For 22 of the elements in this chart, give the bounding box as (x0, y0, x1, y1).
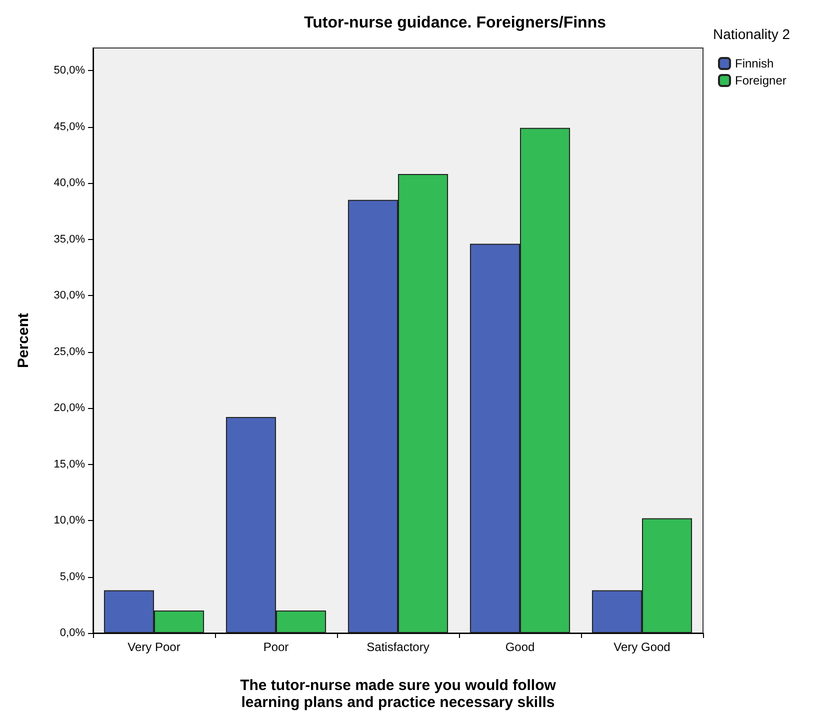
y-tick-label: 0,0% (60, 627, 86, 639)
x-tick-label: Poor (263, 640, 289, 654)
legend-label: Foreigner (735, 74, 786, 88)
y-tick-label: 30,0% (54, 290, 86, 302)
x-tick-label: Good (505, 640, 535, 654)
y-tick-label: 10,0% (54, 514, 86, 526)
y-tick-label: 25,0% (54, 346, 86, 358)
y-tick-label: 40,0% (54, 177, 86, 189)
x-axis-title: The tutor-nurse made sure you would follow learning plans and practice necessary skills (240, 677, 556, 711)
y-tick-label: 45,0% (54, 120, 86, 133)
y-axis-title: Percent (15, 312, 32, 368)
x-tick-label: Very Good (614, 640, 670, 654)
legend-label: Finnish (735, 56, 774, 70)
x-tick-label: Satisfactory (366, 640, 430, 654)
y-tick-label: 35,0% (54, 233, 86, 246)
chart-title: Tutor-nurse guidance. Foreigners/Finns (304, 14, 606, 32)
y-tick-label: 20,0% (54, 402, 86, 414)
y-tick-label: 15,0% (54, 458, 86, 470)
y-tick-label: 5,0% (60, 570, 86, 583)
legend-title: Nationality 2 (713, 26, 790, 42)
x-tick-label: Very Poor (128, 640, 180, 654)
y-tick-label: 50,0% (54, 64, 86, 76)
